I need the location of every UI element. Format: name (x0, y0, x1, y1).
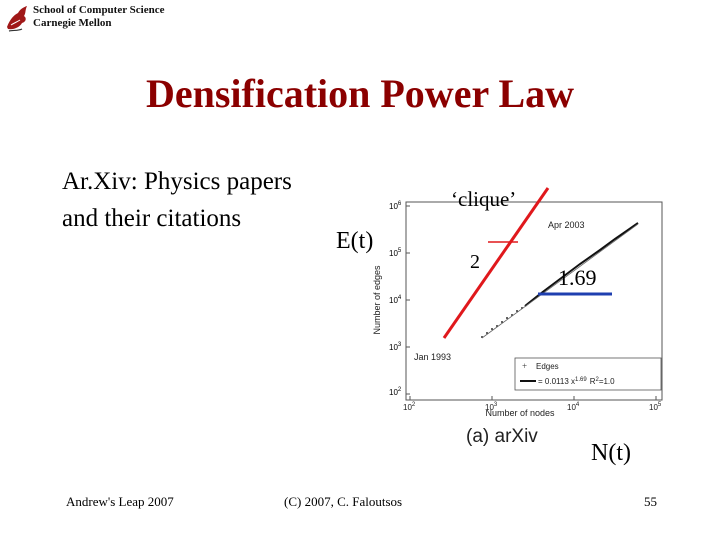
footer-center: (C) 2007, C. Faloutsos (284, 494, 403, 509)
y-tick-label-3: 103 (389, 342, 402, 352)
slide-description: Ar.Xiv: Physics papers and their citatio… (62, 163, 292, 237)
fit-line (481, 223, 639, 339)
data-curve (524, 222, 639, 307)
clique-slope-line (442, 187, 550, 339)
data-point (491, 328, 493, 330)
end-date-label: Apr 2003 (548, 220, 585, 230)
plot-ylabel: Number of edges (372, 265, 382, 335)
legend-fit-label: = 0.0113 x1.69 R2=1.0 (538, 377, 615, 386)
y-tick-label-4: 104 (389, 295, 402, 305)
footer-left: Andrew's Leap 2007 (66, 494, 174, 509)
y-tick-label-6: 106 (389, 201, 402, 211)
page-number: 55 (644, 494, 657, 509)
clique-label: ‘clique’ (451, 187, 517, 211)
plot-xlabel: Number of nodes (485, 408, 555, 418)
log-log-plot: 106 105 104 103 102 102 103 104 105 Numb… (372, 201, 663, 447)
data-point (501, 321, 503, 323)
cmu-dragon-logo-icon (7, 6, 27, 32)
data-points (481, 307, 523, 338)
y-tick-label-2: 102 (389, 387, 402, 397)
x-tick-label-5: 105 (649, 402, 662, 412)
x-tick-label-2: 102 (403, 402, 416, 412)
x-tick-label-4: 104 (567, 402, 580, 412)
clique-slope-annotation (442, 187, 550, 339)
x-axis-label-nt: N(t) (591, 440, 631, 466)
y-axis-ticks (406, 205, 410, 395)
slope-exponent-label: 1.69 (558, 265, 597, 290)
slope-two-label: 2 (470, 251, 480, 273)
description-line-1: Ar.Xiv: Physics papers (62, 168, 292, 195)
school-line-2: Carnegie Mellon (33, 17, 112, 29)
description-line-2: and their citations (62, 205, 242, 232)
start-date-label: Jan 1993 (414, 352, 451, 362)
y-tick-label-5: 105 (389, 248, 402, 258)
data-point (506, 317, 508, 319)
x-tick-label-3: 103 (485, 402, 498, 412)
blue-underline (538, 292, 612, 296)
slide-title: Densification Power Law (145, 71, 575, 116)
x-axis-ticks (409, 396, 657, 400)
legend-box (514, 357, 662, 391)
school-name: School of Computer Science Carnegie Mell… (33, 4, 164, 30)
y-axis-label-et: E(t) (336, 228, 374, 254)
densification-figure: 106 105 104 103 102 102 103 104 105 Numb… (370, 190, 670, 450)
figure-caption: (a) arXiv (466, 426, 538, 447)
legend-edges: Edges (536, 362, 559, 371)
school-line-1: School of Computer Science (33, 4, 165, 16)
legend-marker-icon: + (522, 361, 527, 371)
data-point (516, 310, 518, 312)
plot-legend: + Edges = 0.0113 x1.69 R2=1.0 (514, 357, 662, 391)
